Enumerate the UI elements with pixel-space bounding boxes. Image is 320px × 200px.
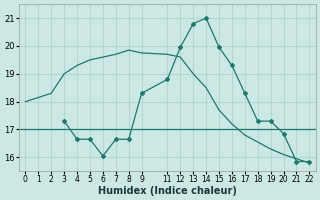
- X-axis label: Humidex (Indice chaleur): Humidex (Indice chaleur): [98, 186, 237, 196]
